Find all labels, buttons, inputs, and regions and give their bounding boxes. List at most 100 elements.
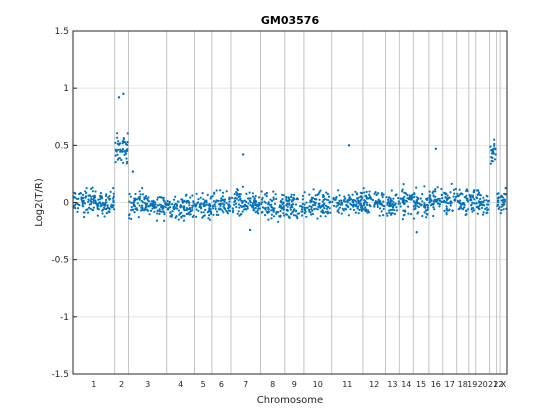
data-point [130, 209, 133, 212]
data-point [417, 202, 420, 205]
data-point [479, 197, 482, 200]
chromosome-label: 15 [416, 380, 426, 389]
data-point [415, 186, 418, 189]
data-point [173, 198, 176, 201]
data-point [233, 192, 236, 196]
data-point [286, 202, 289, 206]
data-point [443, 209, 446, 212]
data-point [134, 197, 137, 200]
data-point [163, 200, 166, 203]
data-point [489, 162, 492, 165]
data-point [73, 191, 76, 194]
data-point [463, 196, 466, 199]
chromosome-label: 14 [401, 380, 411, 389]
data-point [219, 189, 222, 192]
data-point [183, 209, 186, 212]
data-point [388, 209, 391, 212]
data-point [261, 210, 264, 214]
data-point [154, 201, 157, 204]
data-point [202, 204, 205, 208]
data-point [453, 192, 456, 195]
data-point [376, 203, 379, 206]
data-point [81, 193, 85, 196]
data-point [502, 198, 506, 201]
data-point [387, 199, 390, 203]
data-point [402, 197, 405, 201]
outlier-point [347, 144, 351, 147]
data-point [145, 204, 148, 207]
data-point [160, 210, 163, 213]
data-point [293, 193, 296, 196]
data-point [407, 205, 410, 208]
y-tick-label: -1 [60, 313, 69, 323]
data-point [104, 207, 107, 210]
data-point [100, 197, 104, 200]
data-point [227, 203, 230, 206]
data-point [214, 201, 217, 204]
data-point [493, 144, 496, 147]
data-point [285, 196, 288, 199]
data-point [228, 209, 231, 212]
data-point [221, 191, 225, 194]
data-point [445, 192, 448, 195]
data-point [267, 210, 270, 214]
data-point [243, 199, 246, 202]
data-point [136, 208, 139, 211]
data-point [112, 204, 115, 207]
data-point [283, 214, 286, 217]
data-point [378, 207, 382, 210]
data-point [85, 191, 88, 195]
data-point [389, 198, 392, 201]
data-point [458, 188, 461, 191]
data-point [446, 194, 449, 197]
data-point [311, 196, 315, 199]
data-point [304, 208, 307, 212]
data-point [318, 205, 321, 208]
data-point [215, 189, 218, 192]
data-point [212, 213, 215, 216]
data-point [326, 212, 329, 215]
data-point [177, 209, 180, 212]
data-point [155, 219, 158, 222]
data-point [400, 190, 404, 193]
data-point [171, 203, 174, 206]
data-point [191, 204, 194, 207]
data-point [136, 202, 139, 205]
data-point [90, 202, 93, 205]
data-point [380, 192, 384, 195]
data-point [235, 194, 239, 197]
data-point [224, 207, 227, 211]
data-point [406, 193, 409, 197]
data-point [213, 191, 216, 194]
data-point [446, 209, 449, 212]
data-point [128, 217, 131, 220]
data-point [426, 208, 429, 211]
data-point [413, 195, 416, 199]
data-point [281, 198, 284, 201]
data-point [122, 140, 125, 143]
data-point [91, 208, 94, 211]
data-point [322, 195, 325, 198]
data-point [158, 195, 161, 199]
data-point [91, 190, 94, 193]
data-point [106, 206, 109, 209]
data-point [338, 199, 341, 202]
data-point [338, 206, 341, 209]
data-point [105, 212, 108, 215]
data-point [239, 204, 242, 207]
data-point [327, 205, 330, 209]
data-point [445, 196, 448, 199]
data-point [124, 151, 127, 154]
data-point [173, 206, 176, 209]
data-point [85, 187, 88, 190]
data-point [116, 136, 119, 139]
data-point [334, 198, 337, 201]
data-point [432, 190, 435, 193]
data-point [146, 208, 149, 211]
data-point [242, 208, 246, 211]
data-point [315, 207, 318, 210]
data-point [261, 201, 264, 204]
data-point [390, 213, 393, 216]
